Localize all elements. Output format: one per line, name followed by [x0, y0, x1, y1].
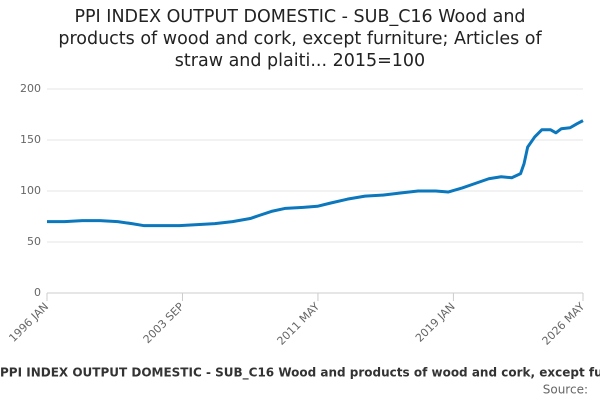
x-tick-label: 2011 MAY — [275, 300, 323, 348]
y-tick-label: 50 — [27, 235, 41, 248]
x-tick-label: 2003 SEP — [141, 300, 187, 346]
chart-title: PPI INDEX OUTPUT DOMESTIC - SUB_C16 Wood… — [58, 7, 542, 71]
data-line — [47, 119, 584, 228]
y-tick-label: 100 — [20, 184, 41, 197]
y-tick-label: 150 — [20, 133, 41, 146]
source: Source: — [543, 383, 588, 397]
x-tick-label: 2019 JAN — [413, 300, 458, 345]
x-tick-label: 2026 MAY — [540, 300, 588, 348]
y-tick-label: 0 — [34, 286, 41, 299]
y-tick-label: 200 — [20, 82, 41, 95]
x-tick-label: 1996 JAN — [6, 300, 51, 345]
legend-label: PPI INDEX OUTPUT DOMESTIC - SUB_C16 Wood… — [0, 366, 600, 381]
